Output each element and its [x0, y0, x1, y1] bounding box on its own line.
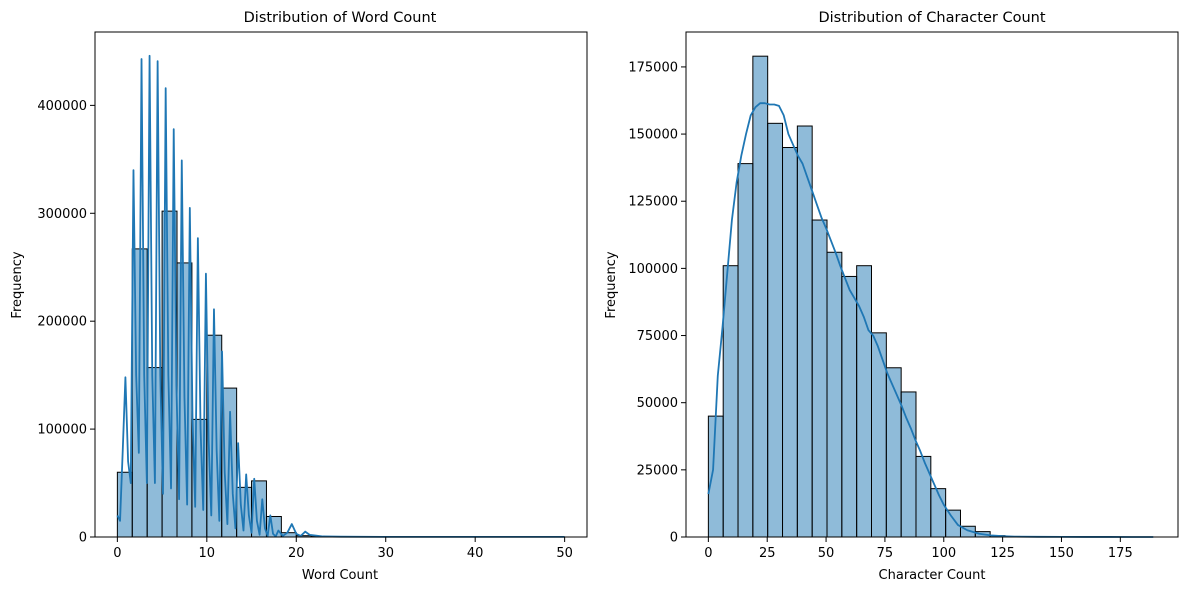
x-axis-label: Character Count: [879, 568, 986, 583]
y-tick-label: 150000: [628, 128, 678, 143]
y-tick-label: 100000: [628, 262, 678, 277]
histogram-bar: [826, 251, 843, 538]
histogram-bar: [885, 367, 902, 538]
kde-line: [707, 102, 1154, 538]
histogram-bar: [707, 415, 724, 538]
x-tick-label: 50: [556, 546, 573, 561]
y-tick-label: 75000: [637, 329, 678, 344]
histogram-bar: [841, 275, 858, 538]
histogram-bar: [900, 391, 917, 538]
y-axis-label: Frequency: [604, 251, 619, 318]
axes-frame: [685, 31, 1179, 538]
x-tick-label: 30: [377, 546, 394, 561]
x-tick-label: 0: [113, 546, 121, 561]
histogram-bar: [767, 122, 784, 538]
histogram-bar: [915, 455, 932, 538]
axes-frame: [94, 31, 588, 538]
histogram-bar: [782, 147, 798, 538]
x-tick-label: 150: [1049, 546, 1074, 561]
chart-title: Distribution of Character Count: [818, 10, 1045, 26]
x-tick-label: 40: [467, 546, 484, 561]
x-tick-label: 20: [288, 546, 305, 561]
y-tick-label: 175000: [628, 60, 678, 75]
x-axis-label: Word Count: [302, 568, 378, 583]
y-tick-label: 125000: [628, 195, 678, 210]
word-count-chart: Distribution of Word Count Word Count Fr…: [10, 10, 588, 583]
x-tick-label: 10: [199, 546, 216, 561]
y-tick-label: 400000: [37, 99, 87, 114]
histogram-bar: [811, 219, 828, 538]
histogram-bar: [722, 265, 739, 538]
chart-title: Distribution of Word Count: [244, 10, 437, 26]
histogram-bars: [707, 55, 1154, 538]
x-tick-label: 0: [704, 546, 712, 561]
histogram-bar: [752, 55, 769, 538]
y-tick-label: 100000: [37, 423, 87, 438]
x-tick-label: 75: [877, 546, 894, 561]
histogram-bar: [796, 125, 813, 538]
kde-line: [116, 54, 565, 538]
y-tick-label: 25000: [637, 463, 678, 478]
x-tick-label: 25: [759, 546, 776, 561]
x-tick-label: 175: [1108, 546, 1133, 561]
x-tick-label: 100: [931, 546, 956, 561]
y-axis-label: Frequency: [10, 251, 25, 318]
y-tick-label: 200000: [37, 315, 87, 330]
y-tick-label: 50000: [637, 396, 678, 411]
histogram-bar: [930, 488, 947, 538]
histogram-bar: [945, 509, 961, 538]
y-tick-label: 300000: [37, 207, 87, 222]
x-tick-label: 125: [990, 546, 1015, 561]
y-tick-label: 0: [670, 531, 678, 546]
character-count-chart: Distribution of Character Count Characte…: [604, 10, 1179, 583]
x-tick-label: 50: [818, 546, 835, 561]
y-tick-label: 0: [79, 531, 87, 546]
histogram-bar: [737, 163, 754, 538]
